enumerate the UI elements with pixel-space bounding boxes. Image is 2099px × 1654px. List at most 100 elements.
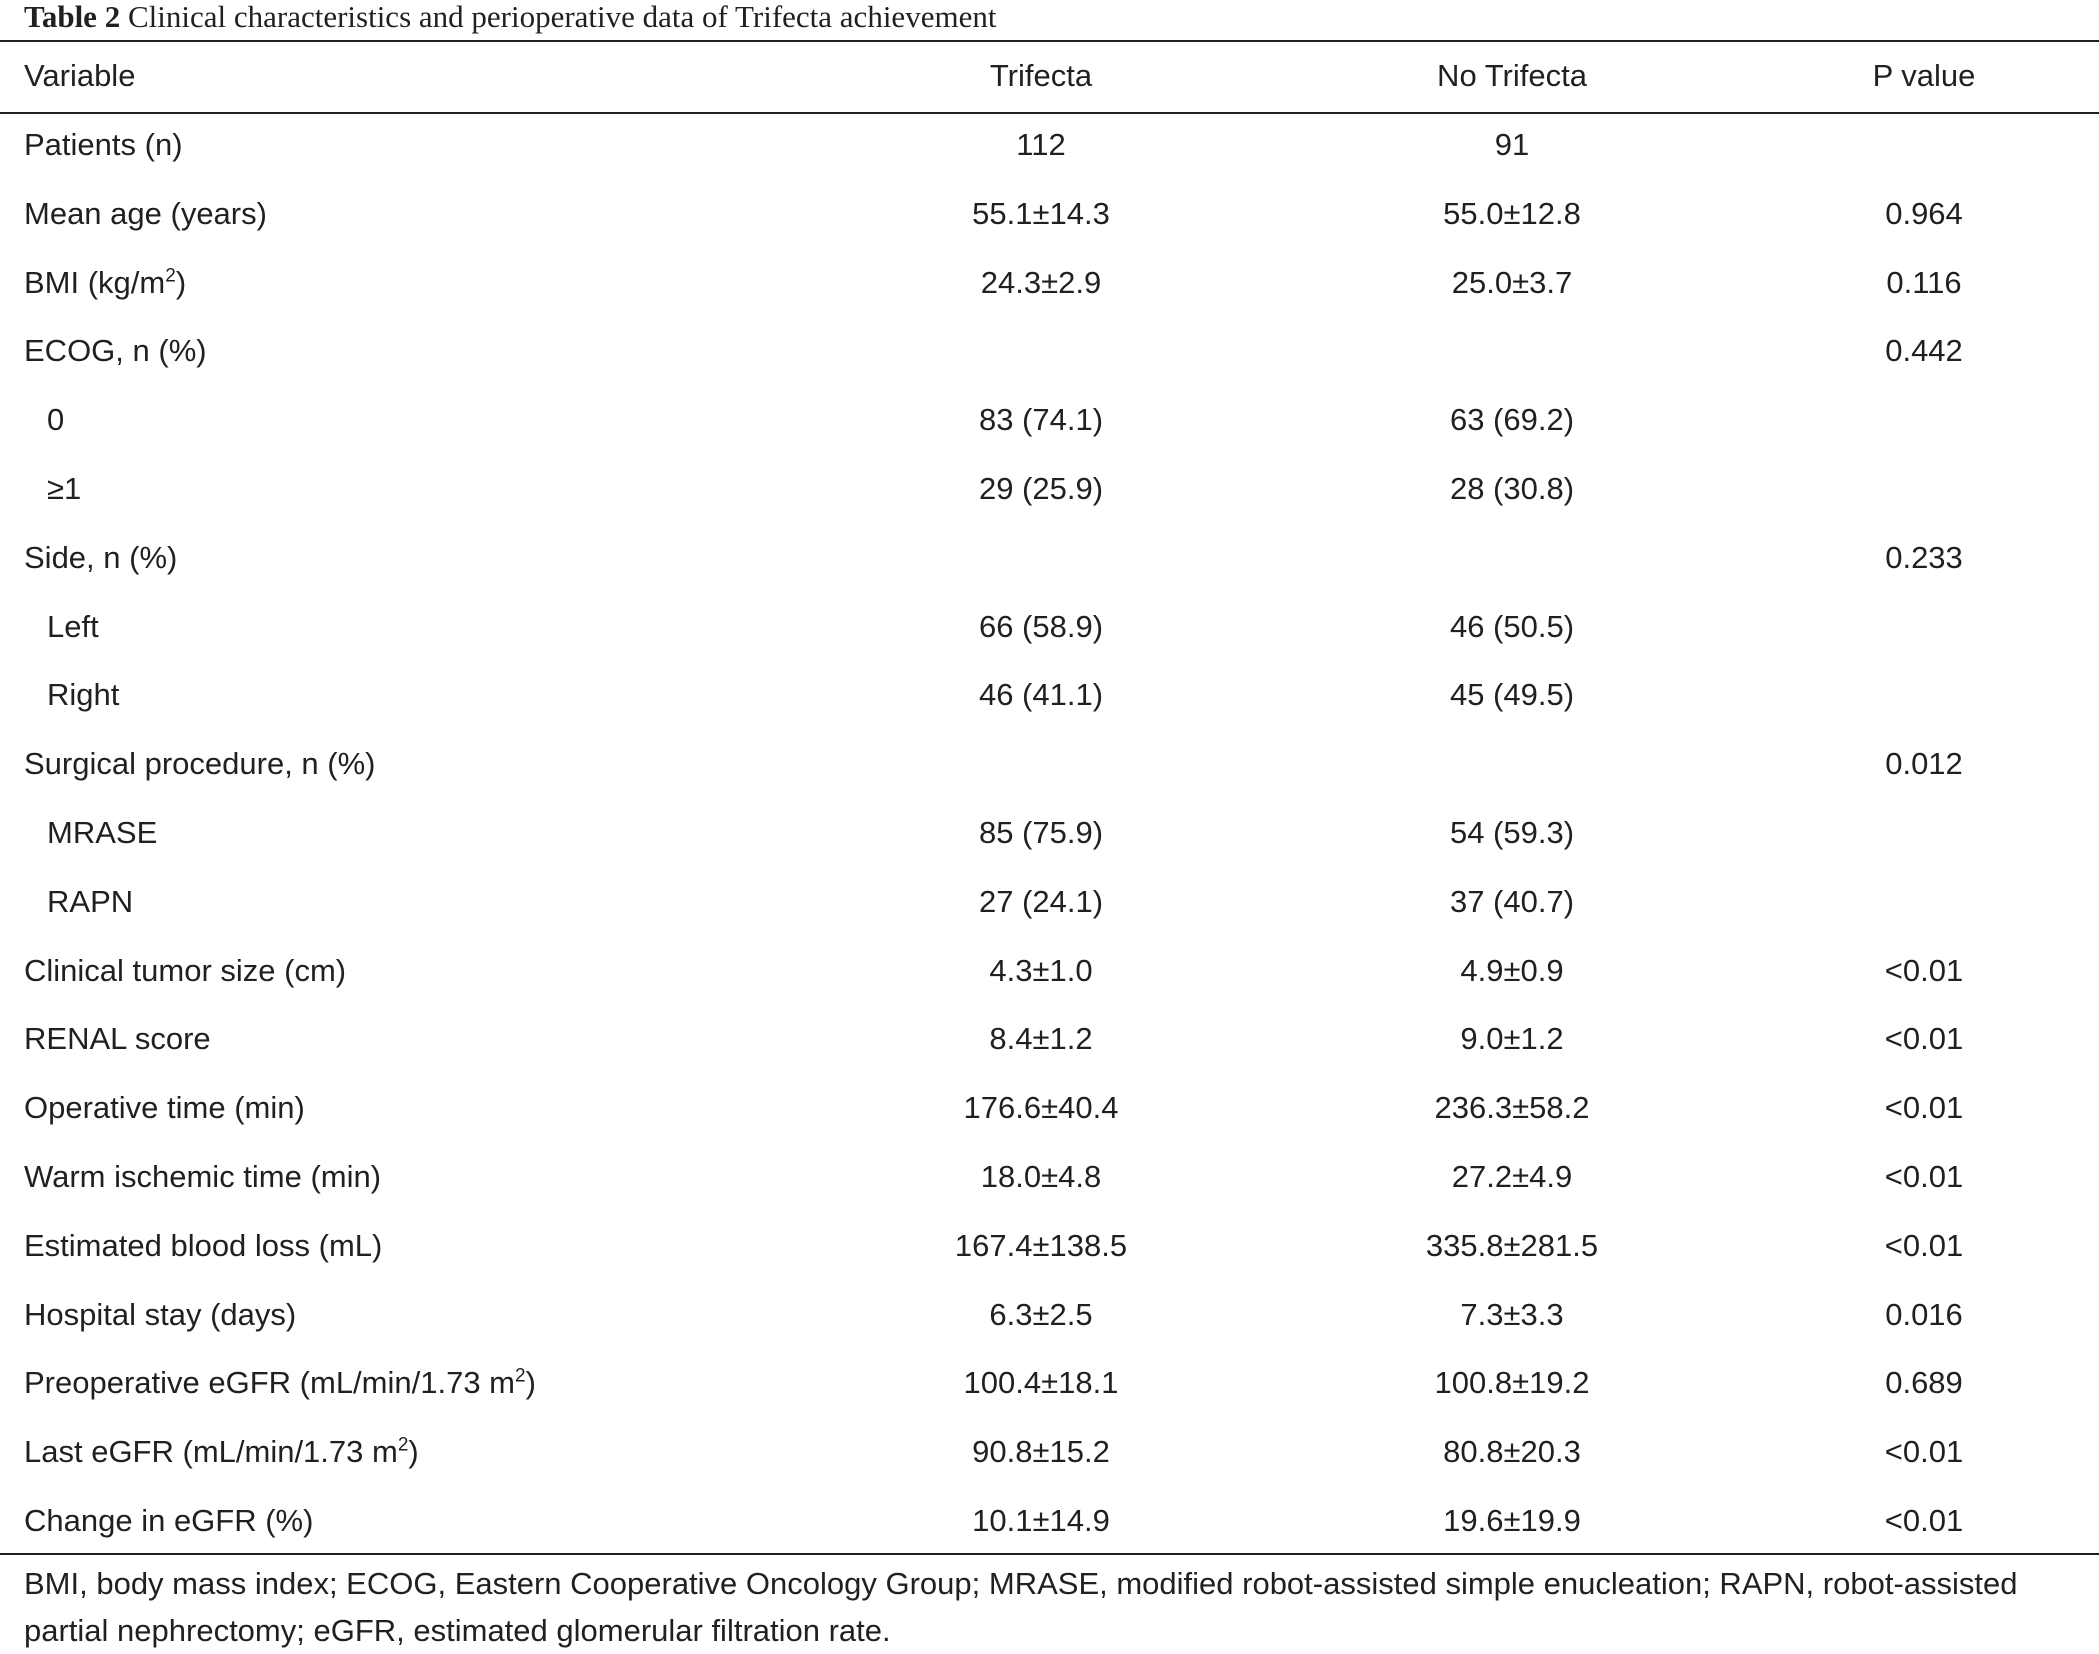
row-label: RAPN (47, 884, 133, 920)
no-trifecta-value: 63 (69.2) (1449, 402, 1575, 438)
row-label: ≥1 (47, 471, 81, 507)
row-label-text: Estimated blood loss (mL) (24, 1227, 383, 1263)
trifecta-value: 83 (74.1) (978, 402, 1104, 438)
trifecta-value: 46 (41.1) (978, 677, 1104, 713)
p-value: <0.01 (1884, 1434, 1964, 1470)
p-value: <0.01 (1884, 1227, 1964, 1263)
row-label-text: Patients (n) (24, 127, 183, 162)
row-label-text: 0 (47, 402, 65, 438)
header-no-trifecta: No Trifecta (1437, 58, 1587, 93)
no-trifecta-value: 27.2±4.9 (1451, 1159, 1573, 1194)
row-label-text: Clinical tumor size (cm) (24, 952, 347, 988)
header-variable: Variable (24, 58, 136, 93)
no-trifecta-value: 4.9±0.9 (1460, 952, 1564, 988)
row-label: BMI (kg/m2) (24, 265, 186, 301)
table-caption: Table 2 Clinical characteristics and per… (24, 0, 996, 34)
trifecta-value: 100.4±18.1 (963, 1365, 1119, 1401)
no-trifecta-value: 37 (40.7) (1449, 883, 1575, 919)
row-label-text: Hospital stay (days) (24, 1296, 297, 1332)
row-label: Last eGFR (mL/min/1.73 m2) (24, 1434, 419, 1470)
no-trifecta-value: 236.3±58.2 (1434, 1090, 1590, 1126)
row-label: Clinical tumor size (cm) (24, 953, 346, 989)
trifecta-value: 24.3±2.9 (980, 264, 1102, 300)
bottom-rule (0, 1553, 2099, 1555)
row-label-text: Right (47, 677, 120, 713)
no-trifecta-value: 91 (1494, 127, 1530, 162)
p-value: 0.964 (1885, 195, 1963, 231)
p-value: <0.01 (1884, 1090, 1964, 1126)
row-label-text: Operative time (min) (24, 1090, 305, 1126)
row-label-superscript: 2 (165, 265, 176, 287)
trifecta-value: 176.6±40.4 (963, 1090, 1119, 1126)
p-value: <0.01 (1884, 1159, 1964, 1194)
no-trifecta-value: 28 (30.8) (1449, 471, 1575, 506)
row-label: Right (47, 677, 119, 713)
caption-text: Clinical characteristics and perioperati… (127, 0, 997, 34)
p-value: 0.116 (1886, 264, 1962, 300)
row-label-superscript: 2 (515, 1366, 526, 1388)
row-label: Side, n (%) (24, 540, 177, 576)
row-label: ECOG, n (%) (24, 333, 207, 369)
table-footnote: BMI, body mass index; ECOG, Eastern Coop… (24, 1566, 2018, 1648)
row-label: Hospital stay (days) (24, 1297, 296, 1333)
row-label-text: RAPN (47, 883, 134, 919)
p-value: 0.689 (1885, 1365, 1963, 1401)
row-label: MRASE (47, 815, 157, 851)
row-label: Surgical procedure, n (%) (24, 746, 376, 782)
no-trifecta-value: 335.8±281.5 (1425, 1227, 1599, 1263)
trifecta-value: 167.4±138.5 (954, 1227, 1128, 1263)
trifecta-value: 18.0±4.8 (980, 1159, 1102, 1194)
row-label-text: Mean age (years) (24, 195, 267, 231)
trifecta-value: 6.3±2.5 (989, 1296, 1093, 1332)
row-label: Change in eGFR (%) (24, 1503, 313, 1539)
row-label-superscript: 2 (397, 1434, 409, 1456)
row-label: Operative time (min) (24, 1090, 305, 1126)
row-label: Mean age (years) (24, 196, 267, 232)
row-label-suffix: ) (525, 1365, 536, 1401)
header-p-value: P value (1872, 58, 1976, 93)
row-label: Preoperative eGFR (mL/min/1.73 m2) (24, 1365, 536, 1401)
p-value: 0.012 (1885, 746, 1963, 782)
no-trifecta-value: 55.0±12.8 (1443, 195, 1581, 231)
trifecta-value: 8.4±1.2 (989, 1021, 1093, 1057)
trifecta-value: 112 (1016, 127, 1066, 162)
row-label-text: Warm ischemic time (min) (24, 1159, 382, 1194)
row-label-text: ECOG, n (%) (24, 333, 207, 369)
no-trifecta-value: 80.8±20.3 (1443, 1434, 1581, 1470)
p-value: 0.233 (1885, 539, 1963, 575)
p-value: 0.016 (1885, 1296, 1963, 1332)
no-trifecta-value: 45 (49.5) (1449, 677, 1575, 713)
p-value: <0.01 (1884, 1503, 1964, 1538)
trifecta-value: 29 (25.9) (978, 471, 1104, 506)
row-label: 0 (47, 402, 64, 438)
trifecta-value: 85 (75.9) (978, 815, 1104, 850)
no-trifecta-value: 46 (50.5) (1449, 608, 1575, 644)
row-label-text: Left (47, 608, 99, 644)
no-trifecta-value: 54 (59.3) (1449, 815, 1575, 850)
trifecta-value: 4.3±1.0 (989, 952, 1093, 988)
no-trifecta-value: 7.3±3.3 (1460, 1296, 1564, 1332)
row-label-text: Side, n (%) (24, 539, 178, 575)
row-label-text: Preoperative eGFR (mL/min/1.73 m (24, 1365, 516, 1401)
row-label-suffix: ) (175, 264, 187, 300)
header-trifecta: Trifecta (989, 58, 1093, 93)
trifecta-value: 10.1±14.9 (972, 1503, 1110, 1538)
row-label: RENAL score (24, 1021, 211, 1057)
row-label-text: ≥1 (47, 471, 82, 506)
row-label-text: Change in eGFR (%) (24, 1503, 314, 1538)
row-label: Patients (n) (24, 127, 183, 163)
no-trifecta-value: 25.0±3.7 (1451, 264, 1573, 300)
row-label-text: Last eGFR (mL/min/1.73 m (24, 1434, 398, 1470)
top-rule (0, 40, 2099, 42)
p-value: <0.01 (1884, 1021, 1964, 1057)
p-value: 0.442 (1885, 333, 1963, 369)
caption-label: Table 2 (24, 0, 121, 34)
row-label: Warm ischemic time (min) (24, 1159, 381, 1195)
row-label: Left (47, 609, 99, 645)
trifecta-value: 27 (24.1) (978, 883, 1104, 919)
no-trifecta-value: 19.6±19.9 (1443, 1503, 1581, 1538)
row-label: Estimated blood loss (mL) (24, 1228, 382, 1264)
row-label-text: Surgical procedure, n (%) (24, 746, 376, 782)
no-trifecta-value: 9.0±1.2 (1460, 1021, 1564, 1057)
